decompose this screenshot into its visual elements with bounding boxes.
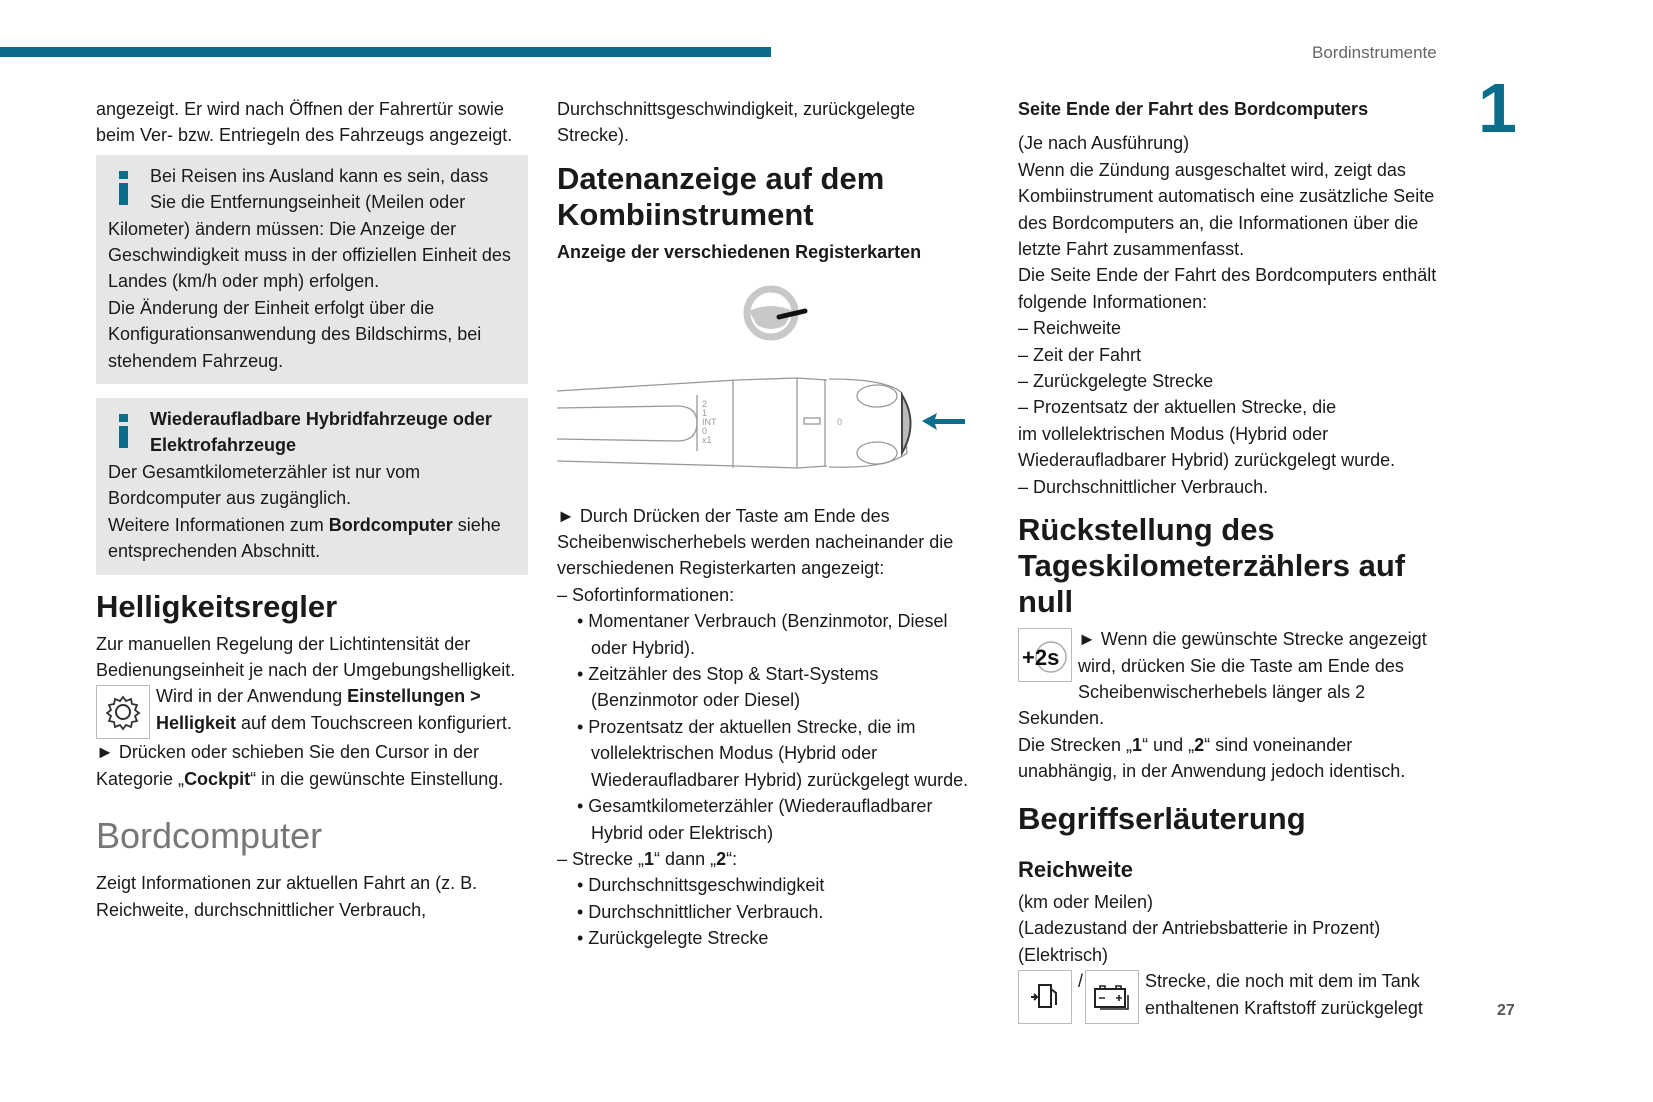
column-2: Durchschnittsgeschwindigkeit, zurückgele… [556, 96, 982, 952]
subheading: Seite Ende der Fahrt des Bordcomputers [1018, 99, 1369, 119]
svg-text:INT: INT [702, 417, 717, 427]
list-item: – Durchschnittlicher Verbrauch. [1018, 476, 1269, 497]
header-accent-bar [0, 47, 771, 57]
list-item: – Prozentsatz der aktuellen Strecke, die [1018, 397, 1337, 418]
subheading: Anzeige der verschiedenen Registerkarten [557, 241, 922, 262]
subheading-range: Reichweite [1018, 856, 1133, 882]
list-item: • Gesamtkilometerzähler (Wiederaufladbar… [577, 796, 933, 843]
info-text: Kilometer) ändern müssen: Die Anzeige de… [108, 218, 511, 292]
info-box-units: Bei Reisen ins Ausland kann es sein, das… [96, 154, 528, 385]
reset-note: +2s ► Wenn die gewünschte Strecke angeze… [1018, 628, 1427, 729]
heading-terms: Begriffserläuterung [1018, 800, 1306, 836]
info-box-hybrid: Wiederaufladbare Hybridfahrzeuge oder El… [96, 398, 528, 575]
page-number: 27 [1497, 1002, 1515, 1019]
list-item: – Reichweite [1018, 318, 1122, 339]
paragraph: (Je nach Ausführung) [1018, 133, 1190, 154]
paragraph: Die Seite Ende der Fahrt des Bordcompute… [1018, 265, 1437, 312]
list-item: • Momentaner Verbrauch (Benzinmotor, Die… [577, 611, 948, 658]
fuel-pump-icon [1018, 970, 1072, 1025]
paragraph: (Elektrisch) [1018, 944, 1109, 965]
chapter-number: 1 [1478, 69, 1517, 147]
heading-bordcomputer: Bordcomputer [96, 815, 323, 857]
info-text: Der Gesamtkilometerzähler ist nur vom Bo… [108, 461, 421, 509]
list-item: • Zeitzähler des Stop & Start-Systems (B… [577, 664, 879, 711]
heading-data-display: Datenanzeige auf dem Kombiinstrument [557, 160, 885, 232]
paragraph: Die Strecken „1“ und „2“ sind voneinande… [1018, 734, 1406, 782]
list-item: im vollelektrischen Modus (Hybrid oder W… [1018, 423, 1396, 471]
svg-text:x1: x1 [702, 435, 712, 445]
list-item: – Strecke „1“ dann „2“: [557, 848, 738, 869]
paragraph: Zur manuellen Regelung der Lichtintensit… [96, 633, 516, 680]
wiper-stalk-diagram: 2 1 INT 0 x1 0 [556, 283, 982, 480]
section-label: Bordinstrumente [1312, 43, 1437, 62]
arrow-icon [922, 413, 965, 431]
svg-text:1: 1 [702, 408, 707, 418]
list-item: – Zeit der Fahrt [1018, 344, 1142, 365]
paragraph: (km oder Meilen) [1018, 891, 1154, 912]
timer-2s-icon: +2s [1018, 628, 1072, 683]
column-1: angezeigt. Er wird nach Öffnen der Fahre… [96, 96, 528, 923]
svg-text:0: 0 [837, 417, 842, 427]
svg-text:+2s: +2s [1022, 645, 1059, 670]
battery-icon [1085, 970, 1140, 1025]
info-title: Wiederaufladbare Hybridfahrzeuge oder El… [150, 409, 492, 456]
column-3: Seite Ende der Fahrt des Bordcomputers (… [1018, 96, 1450, 1025]
list-item: • Zurückgelegte Strecke [577, 928, 769, 949]
list-item: – Zurückgelegte Strecke [1018, 371, 1214, 392]
heading-reset: Rückstellung des Tageskilometerzählers a… [1018, 512, 1406, 620]
heading-brightness: Helligkeitsregler [96, 588, 338, 624]
info-text: Bei Reisen ins Ausland kann es sein, das… [150, 165, 489, 213]
separator: / [1078, 971, 1084, 992]
info-text: Die Änderung der Einheit erfolgt über di… [108, 297, 482, 371]
svg-text:2: 2 [702, 399, 707, 409]
paragraph: Durchschnittsgeschwindigkeit, zurückgele… [557, 99, 916, 146]
step-text: ► Durch Drücken der Taste am Ende des Sc… [557, 505, 954, 579]
range-note: / Strecke, die noch mit dem im Tank enth… [1018, 968, 1450, 1025]
list-item: • Durchschnittlicher Verbrauch. [577, 901, 824, 922]
paragraph: Zeigt Informationen zur aktuellen Fahrt … [96, 873, 478, 920]
list-item: – Sofortinformationen: [557, 584, 735, 605]
list-item: • Prozentsatz der aktuellen Strecke, die… [577, 716, 969, 790]
settings-note: Wird in der Anwendung Einstellungen > He… [96, 683, 528, 740]
paragraph: (Ladezustand der Antriebsbatterie in Pro… [1018, 918, 1381, 939]
steering-wheel-icon [743, 285, 808, 341]
svg-text:0: 0 [702, 426, 707, 436]
info-text: Weitere Informationen zum Bordcomputer s… [108, 514, 501, 562]
paragraph: Wenn die Zündung ausgeschaltet wird, zei… [1018, 159, 1435, 260]
step-text: ► Drücken oder schieben Sie den Cursor i… [96, 742, 504, 789]
info-icon [118, 170, 130, 205]
intro-text: angezeigt. Er wird nach Öffnen der Fahre… [96, 99, 513, 146]
gear-icon [96, 685, 150, 740]
info-icon [118, 414, 130, 449]
list-item: • Durchschnittsgeschwindigkeit [577, 875, 825, 896]
